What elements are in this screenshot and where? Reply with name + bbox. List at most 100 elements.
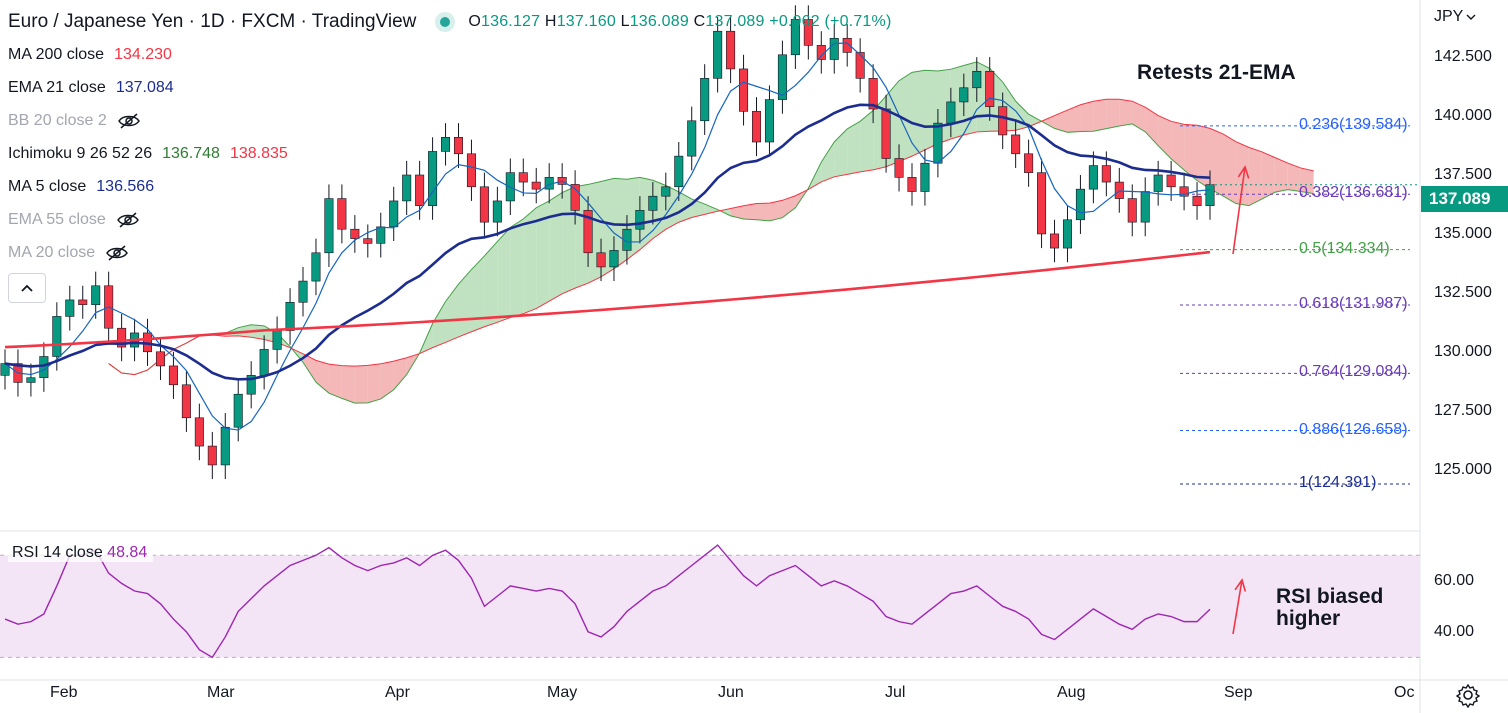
price-arrow-up-icon-head <box>1237 165 1250 179</box>
candle-body <box>363 238 373 244</box>
candle-body <box>998 106 1008 136</box>
ichimoku-cloud-segment <box>1171 121 1185 171</box>
chart-legend: Euro / Japanese Yen · 1D · FXCM · Tradin… <box>8 6 891 303</box>
time-tick-label: Jun <box>718 684 744 701</box>
candle-body <box>713 30 723 79</box>
settings-gear-icon[interactable] <box>1455 682 1481 708</box>
ichimoku-cloud-segment <box>536 200 550 309</box>
candle-body <box>155 351 165 367</box>
time-tick-label: Apr <box>385 684 410 701</box>
candle-body <box>1192 195 1202 206</box>
chevron-down-icon <box>1466 14 1476 20</box>
candle-body <box>596 252 606 268</box>
candle-body <box>311 252 321 282</box>
indicator-ichimoku[interactable]: Ichimoku 9 26 52 26 136.748 138.835 <box>8 145 288 162</box>
price-tick-label: 127.500 <box>1434 401 1492 419</box>
indicator-ema21[interactable]: EMA 21 close 137.084 <box>8 79 174 96</box>
candle-body <box>52 316 62 357</box>
indicator-ma5[interactable]: MA 5 close 136.566 <box>8 178 155 195</box>
ichimoku-cloud-segment <box>743 203 757 220</box>
symbol-row: Euro / Japanese Yen · 1D · FXCM · Tradin… <box>8 6 891 38</box>
candle-body <box>777 54 787 100</box>
ichimoku-cloud-segment <box>1274 157 1288 193</box>
ichimoku-cloud-segment <box>756 203 770 221</box>
ichimoku-cloud-segment <box>380 361 394 399</box>
ichimoku-cloud-segment <box>730 205 744 219</box>
candle-body <box>1011 134 1021 155</box>
rsi-arrow-up-icon-head <box>1234 578 1247 592</box>
ichimoku-cloud-segment <box>1261 151 1275 200</box>
candle-body <box>829 37 839 60</box>
fib-level-label: 0.886(126.658) <box>1299 420 1408 438</box>
rsi-legend[interactable]: RSI 14 close 48.84 <box>8 544 154 562</box>
ichimoku-cloud-segment <box>1080 101 1094 132</box>
price-tick-label: 130.000 <box>1434 342 1492 360</box>
indicator-ma200[interactable]: MA 200 close 134.230 <box>8 46 172 63</box>
collapse-legend-button[interactable] <box>8 273 46 303</box>
candle-body <box>946 101 956 124</box>
ma200-line <box>4 250 1211 349</box>
symbol-title[interactable]: Euro / Japanese Yen · 1D · FXCM · Tradin… <box>8 11 417 32</box>
ichimoku-cloud-segment <box>1210 128 1223 196</box>
eye-hidden-icon[interactable] <box>117 112 141 129</box>
time-tick-label: Jul <box>885 684 906 701</box>
candle-body <box>246 375 256 395</box>
candle-body <box>700 78 710 122</box>
indicator-bb20[interactable]: BB 20 close 2 <box>8 104 891 137</box>
annotation-rsi-line2: higher <box>1276 607 1341 630</box>
ichimoku-cloud-segment <box>367 363 381 403</box>
ichimoku-cloud-segment <box>1197 125 1210 189</box>
ichimoku-cloud-segment <box>354 365 368 404</box>
candle-body <box>1166 174 1176 188</box>
ichimoku-cloud-segment <box>1067 104 1081 133</box>
fib-level-label: 0.382(136.681) <box>1299 184 1408 202</box>
ichimoku-span-b <box>108 98 1314 376</box>
candle-body <box>1114 181 1124 199</box>
time-tick-label: May <box>547 684 578 701</box>
indicator-ma20[interactable]: MA 20 close <box>8 236 891 269</box>
candle-body <box>635 210 645 230</box>
current-price-tag: 137.089 <box>1421 186 1508 212</box>
candle-body <box>1075 188 1085 221</box>
candle-body <box>272 330 282 350</box>
candle-body <box>531 181 541 190</box>
candle-body <box>985 70 995 107</box>
ichimoku-cloud-segment <box>303 353 316 383</box>
candle-body <box>466 153 476 188</box>
candle-body <box>26 377 36 383</box>
candle-body <box>959 87 969 103</box>
candle-body <box>1088 165 1098 190</box>
candle-body <box>1140 191 1150 223</box>
candle-body <box>1037 172 1047 235</box>
ichimoku-cloud-segment <box>1248 147 1262 206</box>
rsi-tick-label: 60.00 <box>1434 571 1475 589</box>
candle-body <box>609 250 619 268</box>
indicator-ema55[interactable]: EMA 55 close <box>8 203 891 236</box>
ichimoku-cloud-segment <box>484 241 498 327</box>
candle-body <box>920 162 930 192</box>
eye-hidden-icon[interactable] <box>116 211 140 228</box>
ichimoku-cloud-segment <box>1028 114 1042 127</box>
price-tick-label: 135.000 <box>1434 224 1492 242</box>
candle-body <box>428 151 438 206</box>
candle-body <box>790 19 800 56</box>
candle-body <box>402 174 412 202</box>
ichimoku-cloud-segment <box>445 284 459 343</box>
fib-level-label: 0.236(139.584) <box>1299 115 1408 133</box>
price-arrow-up-icon <box>1232 166 1246 255</box>
market-status-icon[interactable] <box>440 17 451 27</box>
candle-body <box>739 68 749 112</box>
ichimoku-cloud-segment <box>1041 115 1055 129</box>
ichimoku-cloud-segment <box>782 195 796 218</box>
time-tick-label: Feb <box>50 684 78 701</box>
candle-body <box>894 158 904 178</box>
currency-selector[interactable]: JPY <box>1434 8 1476 26</box>
eye-hidden-icon[interactable] <box>105 244 129 261</box>
candle-body <box>1127 198 1137 223</box>
annotation-retests-ema: Retests 21-EMA <box>1137 61 1296 84</box>
ichimoku-cloud-segment <box>769 200 783 221</box>
ichimoku-cloud-segment <box>1106 99 1120 129</box>
rsi-arrow-up-icon <box>1232 579 1243 635</box>
rsi-line <box>4 544 1211 659</box>
